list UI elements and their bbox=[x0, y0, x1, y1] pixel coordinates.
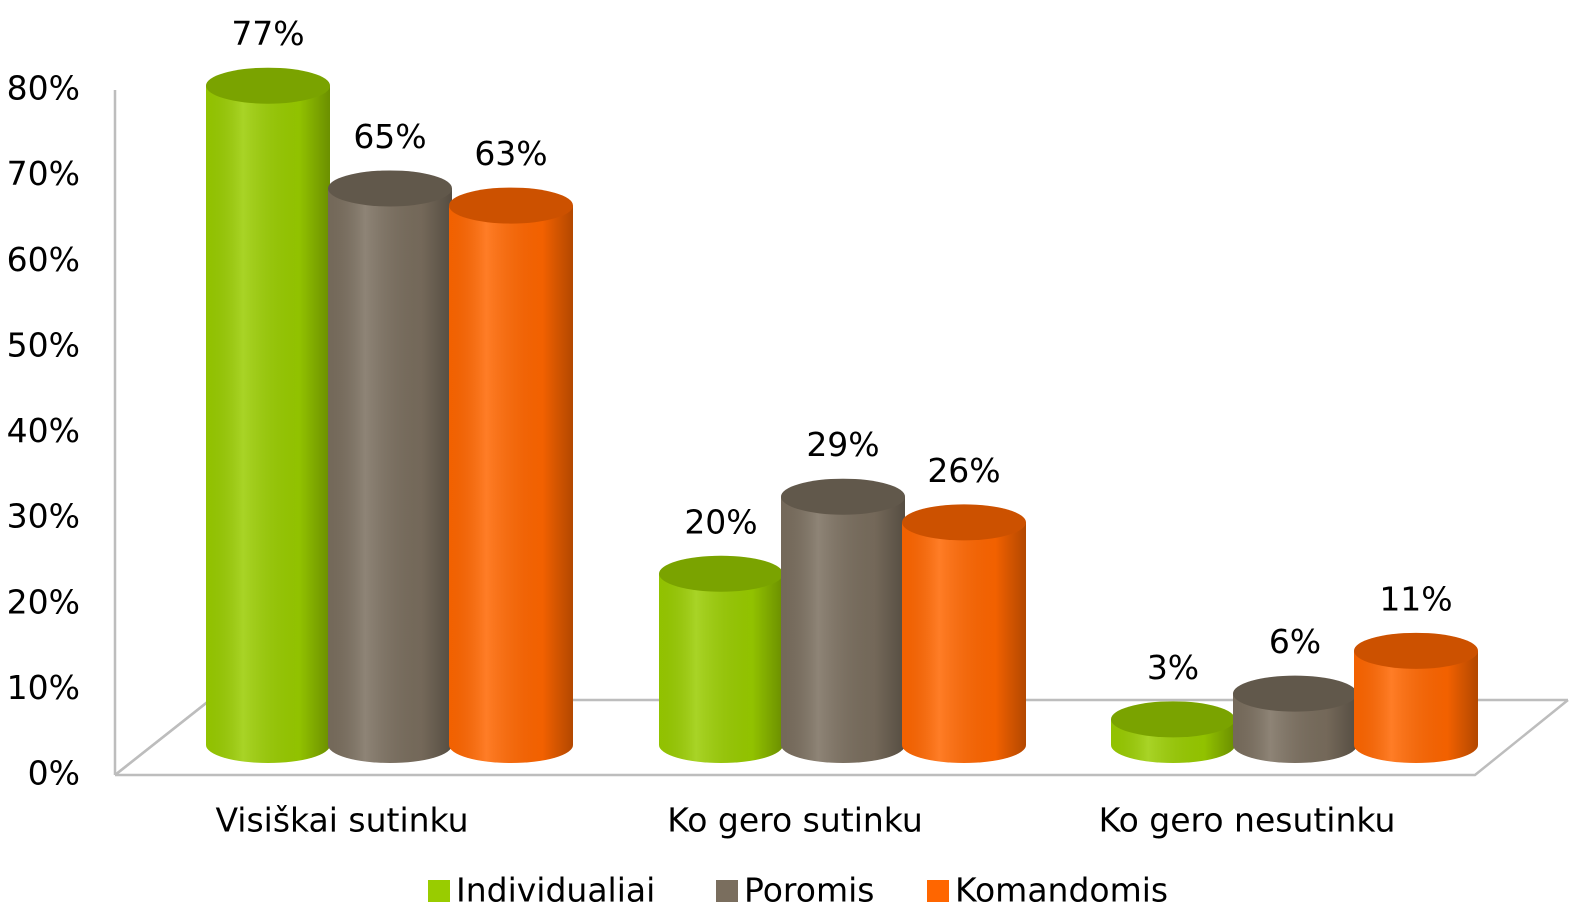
data-label: 29% bbox=[806, 425, 879, 464]
bar-shading bbox=[449, 205, 573, 763]
bar-shading bbox=[1233, 693, 1357, 763]
y-tick-label: 20% bbox=[7, 582, 80, 621]
bar-shading bbox=[328, 188, 452, 763]
bar-shading bbox=[206, 85, 330, 763]
bar-top-shade bbox=[1111, 701, 1235, 738]
y-tick-label: 60% bbox=[7, 240, 80, 279]
y-tick-label: 50% bbox=[7, 325, 80, 364]
bar-top-shade bbox=[659, 555, 783, 592]
data-label: 20% bbox=[684, 502, 757, 541]
legend-label: Poromis bbox=[744, 871, 874, 910]
bar-shading bbox=[781, 496, 905, 763]
x-tick-label: Visiškai sutinku bbox=[215, 801, 468, 840]
data-label: 65% bbox=[353, 117, 426, 156]
data-label: 77% bbox=[231, 14, 304, 53]
data-label: 11% bbox=[1379, 579, 1452, 618]
bar-top bbox=[328, 170, 452, 207]
legend-swatch bbox=[428, 880, 450, 902]
data-label: 6% bbox=[1269, 622, 1321, 661]
bar-top-shade bbox=[1354, 632, 1478, 669]
x-tick-label: Ko gero sutinku bbox=[667, 801, 923, 840]
bar-top-shade bbox=[1233, 675, 1357, 712]
floor-edge bbox=[114, 699, 211, 776]
legend-swatch bbox=[716, 880, 738, 902]
y-tick-label: 80% bbox=[7, 69, 80, 108]
bar-top bbox=[1111, 701, 1235, 738]
data-label: 26% bbox=[927, 451, 1000, 490]
bar-shading bbox=[902, 522, 1026, 763]
bar-top bbox=[449, 187, 573, 224]
data-label: 63% bbox=[474, 134, 547, 173]
bar-top bbox=[1354, 632, 1478, 669]
bar-top-shade bbox=[902, 504, 1026, 541]
bar-top bbox=[206, 67, 330, 104]
data-label: 3% bbox=[1147, 648, 1199, 687]
x-tick-label: Ko gero nesutinku bbox=[1099, 801, 1396, 840]
bar-top bbox=[1233, 675, 1357, 712]
legend-label: Komandomis bbox=[955, 871, 1168, 910]
y-tick-label: 10% bbox=[7, 668, 80, 707]
legend-swatch bbox=[927, 880, 949, 902]
bar-top bbox=[781, 478, 905, 515]
y-tick-label: 0% bbox=[28, 754, 80, 793]
y-tick-label: 70% bbox=[7, 154, 80, 193]
y-tick-label: 40% bbox=[7, 411, 80, 450]
bar-top-shade bbox=[328, 170, 452, 207]
bar-top-shade bbox=[206, 67, 330, 104]
bar-top-shade bbox=[781, 478, 905, 515]
bar-shading bbox=[1354, 650, 1478, 763]
bar-shading bbox=[659, 573, 783, 763]
y-tick-label: 30% bbox=[7, 497, 80, 536]
bar-top bbox=[659, 555, 783, 592]
bar-top-shade bbox=[449, 187, 573, 224]
legend-label: Individualiai bbox=[456, 871, 655, 910]
bar-top bbox=[902, 504, 1026, 541]
